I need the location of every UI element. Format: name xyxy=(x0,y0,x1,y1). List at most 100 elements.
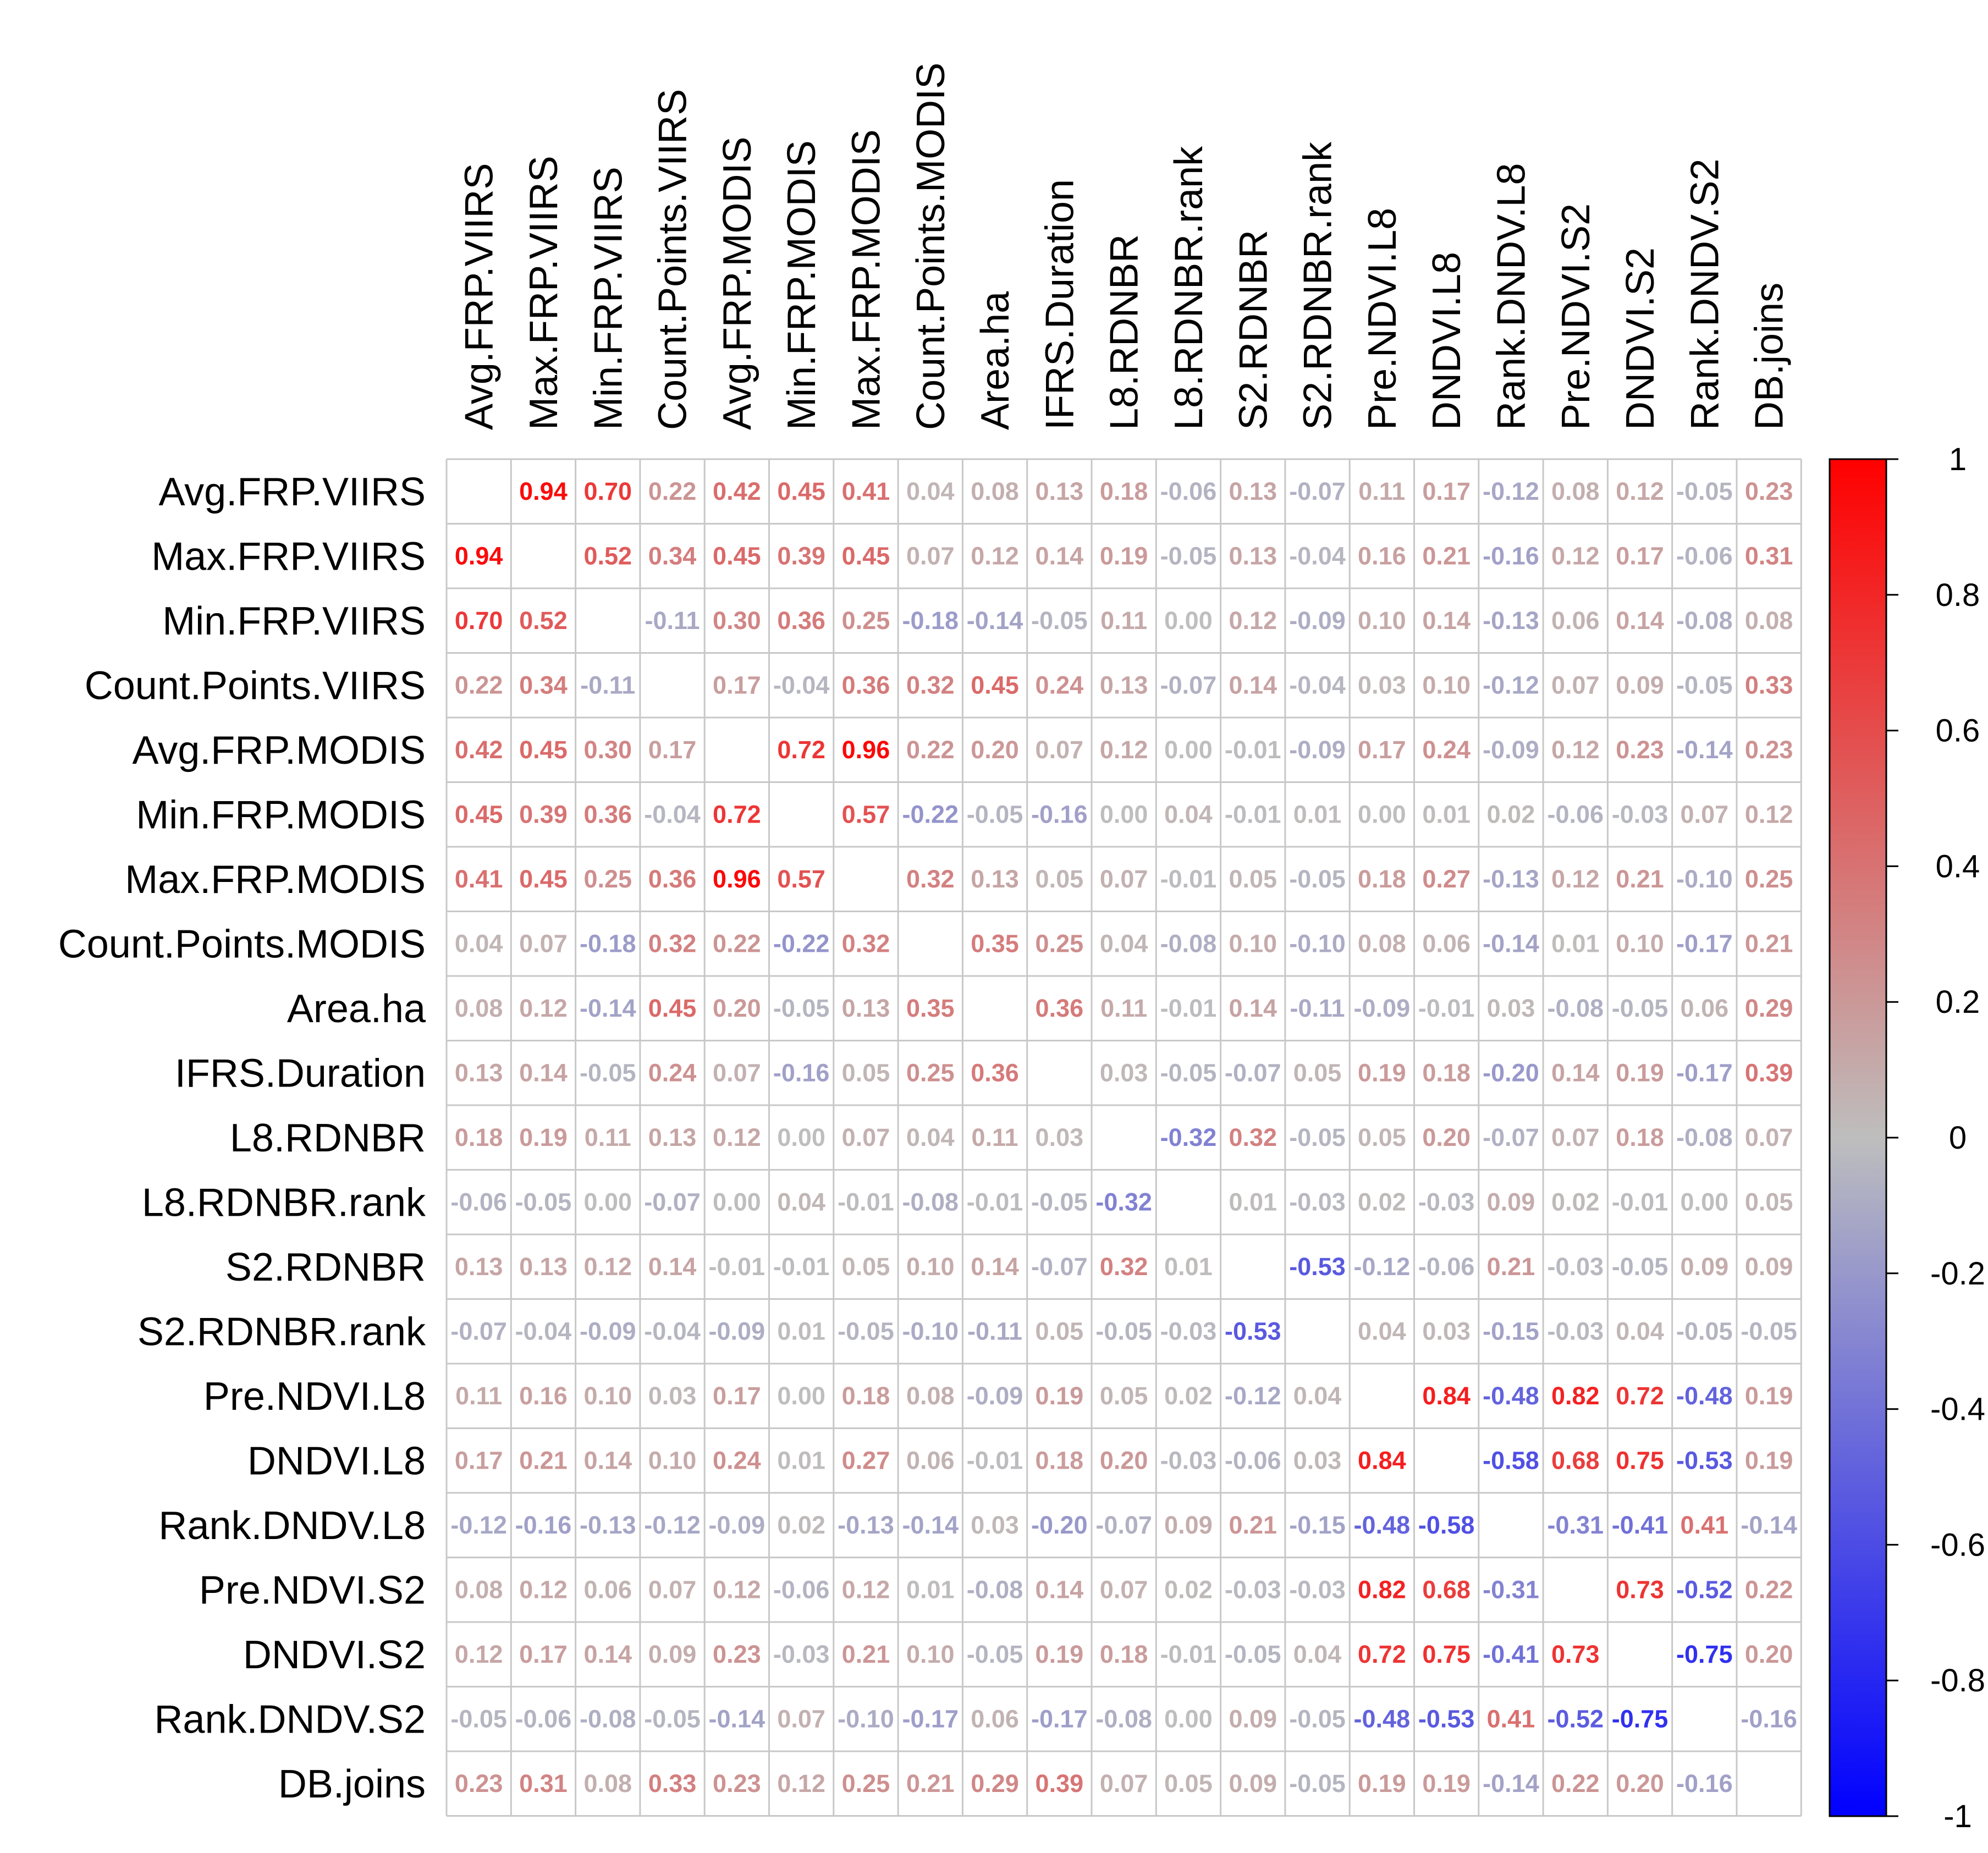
cell-value: -0.05 xyxy=(1289,1769,1346,1797)
cell-value: 0.23 xyxy=(1616,736,1664,764)
row-label: L8.RDNBR.rank xyxy=(142,1181,426,1225)
cell-value: -0.03 xyxy=(1160,1317,1217,1345)
cell-value: 0.24 xyxy=(648,1058,697,1087)
cell-value: 0.12 xyxy=(1551,736,1600,764)
cell-value: 0.45 xyxy=(455,800,503,828)
cell-value: 0.23 xyxy=(455,1769,503,1797)
cell-value: 0.06 xyxy=(1422,929,1471,957)
cell-value: 0.18 xyxy=(1358,865,1406,893)
cell-value: -0.08 xyxy=(902,1188,959,1216)
cell-value: 0.29 xyxy=(971,1769,1019,1797)
cell-value: 0.19 xyxy=(1100,542,1148,570)
row-label: Avg.FRP.VIIRS xyxy=(158,470,426,514)
cell-value: 0.01 xyxy=(906,1575,955,1603)
cell-value: 0.05 xyxy=(842,1253,890,1281)
matrix-cells: 0.94 0.70 0.22 0.42 0.45 0.41 0.04 0.08 0.13 0.18… xyxy=(450,477,1797,1797)
cell-value: -0.01 xyxy=(1612,1188,1668,1216)
cell-value: 0.45 xyxy=(971,671,1019,699)
column-label: Rank.DNDV.L8 xyxy=(1489,163,1533,430)
cell-value: -0.04 xyxy=(644,800,701,828)
cell-value: -0.01 xyxy=(1160,1640,1217,1668)
cell-value: 0.07 xyxy=(1681,800,1729,828)
row-label: Pre.NDVI.L8 xyxy=(203,1375,426,1419)
cell-value: -0.05 xyxy=(1225,1640,1281,1668)
cell-value: 0.36 xyxy=(842,671,890,699)
cell-value: 0.06 xyxy=(583,1575,632,1603)
cell-value: 0.22 xyxy=(648,477,697,505)
cell-value: 0.34 xyxy=(519,671,568,699)
scale-tick-label: 0.6 xyxy=(1936,713,1980,749)
cell-value: -0.01 xyxy=(1225,736,1281,764)
cell-value: -0.03 xyxy=(773,1640,830,1668)
cell-value: -0.05 xyxy=(1612,1253,1668,1281)
row-labels: Avg.FRP.VIIRS Max.FRP.VIIRS Min.FRP.VIIRS C… xyxy=(58,470,426,1806)
cell-value: 0.82 xyxy=(1551,1382,1600,1410)
column-label: Max.FRP.MODIS xyxy=(844,129,888,430)
cell-value: 0.07 xyxy=(1745,1123,1793,1151)
cell-value: 0.19 xyxy=(1036,1640,1084,1668)
cell-value: 0.12 xyxy=(971,542,1019,570)
cell-value: 0.14 xyxy=(1616,606,1664,635)
column-label: DNDVI.S2 xyxy=(1618,247,1662,430)
cell-value: 0.17 xyxy=(713,1382,761,1410)
cell-value: -0.41 xyxy=(1612,1511,1668,1539)
row-label: Rank.DNDV.L8 xyxy=(158,1504,426,1548)
cell-value: 0.12 xyxy=(1616,477,1664,505)
cell-value: 0.21 xyxy=(1229,1511,1277,1539)
cell-value: -0.05 xyxy=(967,800,1023,828)
cell-value: 0.12 xyxy=(1551,542,1600,570)
cell-value: -0.06 xyxy=(1160,477,1217,505)
column-label: Count.Points.MODIS xyxy=(909,63,953,430)
cell-value: -0.04 xyxy=(773,671,830,699)
cell-value: 0.25 xyxy=(1745,865,1793,893)
cell-value: -0.48 xyxy=(1676,1382,1733,1410)
cell-value: -0.17 xyxy=(1676,929,1733,957)
cell-value: 0.36 xyxy=(1036,994,1084,1022)
row-label: Rank.DNDV.S2 xyxy=(154,1697,426,1741)
cell-value: -0.03 xyxy=(1160,1446,1217,1474)
cell-value: -0.58 xyxy=(1418,1511,1475,1539)
cell-value: 0.02 xyxy=(1551,1188,1600,1216)
cell-value: -0.15 xyxy=(1289,1511,1346,1539)
cell-value: -0.09 xyxy=(967,1382,1023,1410)
cell-value: 0.24 xyxy=(713,1446,761,1474)
cell-value: 0.13 xyxy=(971,865,1019,893)
cell-value: -0.05 xyxy=(1741,1317,1797,1345)
cell-value: 0.18 xyxy=(455,1123,503,1151)
cell-value: 0.04 xyxy=(1358,1317,1406,1345)
cell-value: -0.14 xyxy=(1741,1511,1797,1539)
cell-value: 0.22 xyxy=(713,929,761,957)
cell-value: 0.41 xyxy=(1487,1705,1535,1733)
cell-value: -0.75 xyxy=(1676,1640,1733,1668)
cell-value: 0.19 xyxy=(1358,1769,1406,1797)
cell-value: 0.16 xyxy=(1358,542,1406,570)
cell-value: -0.03 xyxy=(1547,1317,1604,1345)
cell-value: 0.57 xyxy=(842,800,890,828)
cell-value: 0.14 xyxy=(1229,671,1277,699)
cell-value: 0.09 xyxy=(1745,1253,1793,1281)
cell-value: 0.09 xyxy=(1616,671,1664,699)
cell-value: 0.12 xyxy=(777,1769,825,1797)
cell-value: 0.68 xyxy=(1422,1575,1471,1603)
cell-value: 0.09 xyxy=(1487,1188,1535,1216)
cell-value: 0.19 xyxy=(1745,1382,1793,1410)
cell-value: 0.25 xyxy=(842,606,890,635)
cell-value: -0.01 xyxy=(1418,994,1475,1022)
cell-value: 0.72 xyxy=(777,736,825,764)
cell-value: 0.08 xyxy=(455,1575,503,1603)
cell-value: -0.01 xyxy=(967,1188,1023,1216)
cell-value: 0.12 xyxy=(1229,606,1277,635)
cell-value: 0.25 xyxy=(906,1058,955,1087)
cell-value: 0.41 xyxy=(1681,1511,1729,1539)
cell-value: 0.36 xyxy=(971,1058,1019,1087)
cell-value: -0.05 xyxy=(1289,1123,1346,1151)
cell-value: 0.18 xyxy=(1422,1058,1471,1087)
cell-value: 0.03 xyxy=(1487,994,1535,1022)
cell-value: 0.19 xyxy=(1358,1058,1406,1087)
cell-value: 0.02 xyxy=(777,1511,825,1539)
cell-value: 0.03 xyxy=(648,1382,697,1410)
cell-value: 0.05 xyxy=(1229,865,1277,893)
cell-value: 0.10 xyxy=(1358,606,1406,635)
cell-value: 0.10 xyxy=(583,1382,632,1410)
cell-value: 0.08 xyxy=(1358,929,1406,957)
